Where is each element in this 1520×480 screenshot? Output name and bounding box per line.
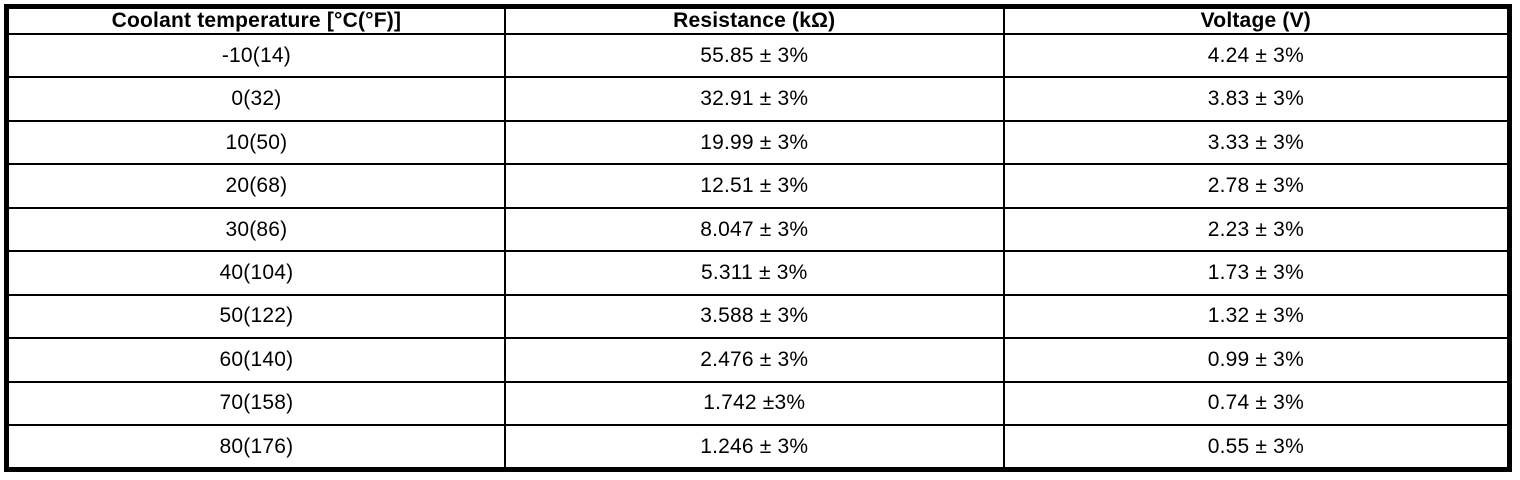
table-row: 50(122) 3.588 ± 3% 1.32 ± 3% [9, 293, 1507, 340]
cell-voltage: 3.83 ± 3% [1002, 76, 1507, 122]
cell-temperature: 40(104) [9, 250, 506, 296]
cell-temperature: 10(50) [9, 119, 506, 166]
cell-temperature: 0(32) [9, 76, 506, 122]
table-row: 10(50) 19.99 ± 3% 3.33 ± 3% [9, 119, 1507, 166]
cell-temperature: 60(140) [9, 337, 506, 383]
cell-temperature: 80(176) [9, 424, 506, 467]
table-row: -10(14) 55.85 ± 3% 4.24 ± 3% [9, 32, 1507, 79]
cell-voltage: 0.55 ± 3% [1002, 424, 1507, 467]
table-row: 0(32) 32.91 ± 3% 3.83 ± 3% [9, 76, 1507, 122]
cell-resistance: 3.588 ± 3% [503, 293, 1005, 340]
cell-temperature: 20(68) [9, 163, 506, 209]
cell-resistance: 2.476 ± 3% [503, 337, 1005, 383]
cell-resistance: 32.91 ± 3% [503, 76, 1005, 122]
coolant-sensor-spec-table: Coolant temperature [°C(°F)] Resistance … [4, 4, 1512, 472]
cell-temperature: 50(122) [9, 293, 506, 340]
cell-resistance: 1.742 ±3% [503, 380, 1005, 427]
table-row: 60(140) 2.476 ± 3% 0.99 ± 3% [9, 337, 1507, 383]
table-header-row: Coolant temperature [°C(°F)] Resistance … [9, 9, 1507, 35]
cell-resistance: 1.246 ± 3% [503, 424, 1005, 467]
table-row: 40(104) 5.311 ± 3% 1.73 ± 3% [9, 250, 1507, 296]
cell-voltage: 0.99 ± 3% [1002, 337, 1507, 383]
table-body: -10(14) 55.85 ± 3% 4.24 ± 3% 0(32) 32.91 ± 3… [9, 32, 1507, 467]
cell-resistance: 8.047 ± 3% [503, 206, 1005, 253]
cell-temperature: 30(86) [9, 206, 506, 253]
cell-resistance: 19.99 ± 3% [503, 119, 1005, 166]
table-row: 70(158) 1.742 ±3% 0.74 ± 3% [9, 380, 1507, 427]
header-coolant-temperature: Coolant temperature [°C(°F)] [9, 9, 506, 35]
cell-voltage: 3.33 ± 3% [1002, 119, 1507, 166]
header-voltage: Voltage (V) [1002, 9, 1507, 35]
cell-temperature: -10(14) [9, 32, 506, 79]
table-row: 80(176) 1.246 ± 3% 0.55 ± 3% [9, 424, 1507, 467]
cell-resistance: 12.51 ± 3% [503, 163, 1005, 209]
cell-voltage: 2.78 ± 3% [1002, 163, 1507, 209]
cell-resistance: 55.85 ± 3% [503, 32, 1005, 79]
cell-voltage: 4.24 ± 3% [1002, 32, 1507, 79]
header-resistance: Resistance (kΩ) [503, 9, 1005, 35]
spec-table: Coolant temperature [°C(°F)] Resistance … [9, 9, 1507, 467]
cell-voltage: 2.23 ± 3% [1002, 206, 1507, 253]
table-row: 30(86) 8.047 ± 3% 2.23 ± 3% [9, 206, 1507, 253]
cell-resistance: 5.311 ± 3% [503, 250, 1005, 296]
cell-temperature: 70(158) [9, 380, 506, 427]
cell-voltage: 1.73 ± 3% [1002, 250, 1507, 296]
cell-voltage: 0.74 ± 3% [1002, 380, 1507, 427]
cell-voltage: 1.32 ± 3% [1002, 293, 1507, 340]
table-row: 20(68) 12.51 ± 3% 2.78 ± 3% [9, 163, 1507, 209]
